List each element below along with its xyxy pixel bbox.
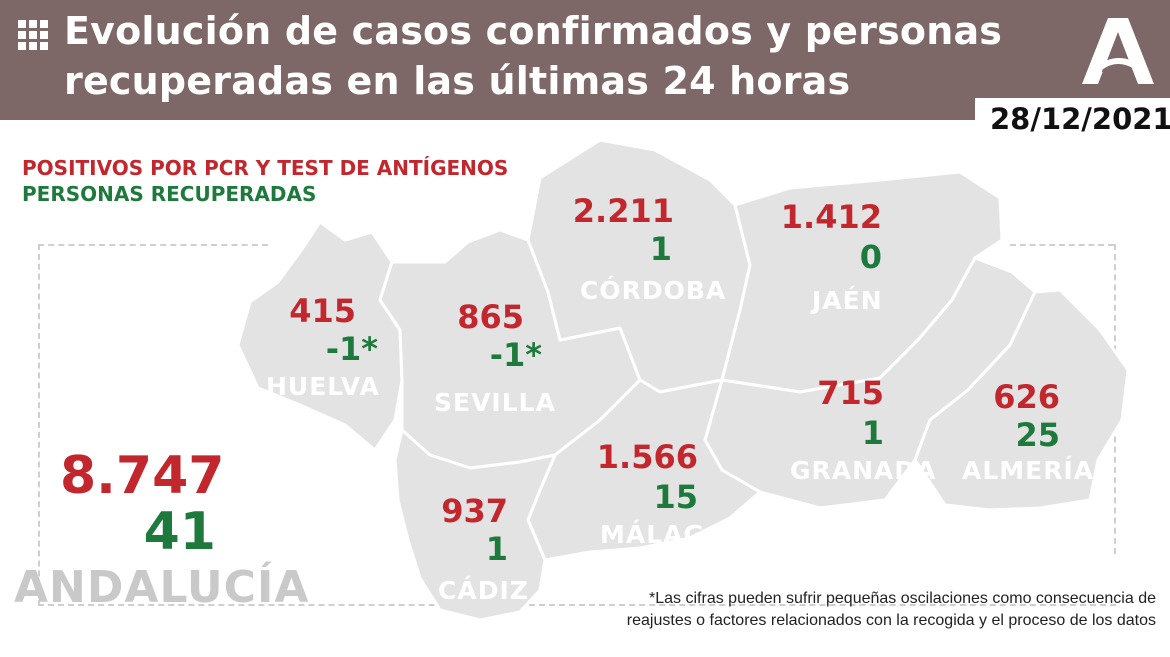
jaen-label: JAÉN xyxy=(812,286,883,315)
header-banner: Evolución de casos confirmados y persona… xyxy=(0,0,1170,120)
frame-top-dash xyxy=(38,244,268,246)
province-huelva-shape xyxy=(236,220,404,452)
title-line-2: recuperadas en las últimas 24 horas xyxy=(64,59,851,103)
sevilla-label: SEVILLA xyxy=(434,388,556,417)
andalucia-label: ANDALUCÍA xyxy=(14,562,310,613)
granada-recovered: 1 xyxy=(861,414,884,452)
province-almeria-shape xyxy=(913,288,1130,512)
sevilla-positives: 865 xyxy=(457,298,524,336)
almeria-positives: 626 xyxy=(993,378,1060,416)
huelva-positives: 415 xyxy=(289,292,356,330)
sevilla-recovered: -1* xyxy=(489,336,542,374)
legend-recovered: PERSONAS RECUPERADAS xyxy=(22,182,317,206)
page-title: Evolución de casos confirmados y persona… xyxy=(64,6,1024,106)
malaga-positives: 1.566 xyxy=(596,438,698,476)
report-date: 28/12/2021 xyxy=(990,102,1170,136)
title-line-1: Evolución de casos confirmados y persona… xyxy=(64,9,1003,53)
malaga-recovered: 15 xyxy=(653,478,698,516)
cadiz-label: CÁDIZ xyxy=(438,576,529,605)
granada-label: GRANADA xyxy=(790,456,937,485)
footnote: *Las cifras pueden sufrir pequeñas oscil… xyxy=(560,588,1156,632)
date-tab xyxy=(975,98,1170,142)
huelva-recovered: -1* xyxy=(325,330,378,368)
andalucia-recovered: 41 xyxy=(143,502,216,562)
cordoba-label: CÓRDOBA xyxy=(580,276,727,305)
almeria-label: ALMERÍA xyxy=(962,456,1095,485)
cadiz-recovered: 1 xyxy=(485,530,508,568)
granada-positives: 715 xyxy=(817,374,884,412)
almeria-recovered: 25 xyxy=(1015,416,1060,454)
andalucia-positives: 8.747 xyxy=(60,446,225,506)
province-cadiz-shape xyxy=(393,428,557,622)
footnote-line-1: *Las cifras pueden sufrir pequeñas oscil… xyxy=(649,590,1156,607)
footnote-line-2: reajustes o factores relacionados con la… xyxy=(626,612,1156,629)
legend-positives: POSITIVOS POR PCR Y TEST DE ANTÍGENOS xyxy=(22,156,509,180)
junta-andalucia-logo-icon xyxy=(1082,18,1154,84)
cordoba-recovered: 1 xyxy=(649,230,672,268)
malaga-label: MÁLAGA xyxy=(600,520,726,549)
frame-top-dash-right xyxy=(1010,244,1114,246)
huelva-label: HUELVA xyxy=(266,372,380,401)
jaen-positives: 1.412 xyxy=(780,198,882,236)
andalucia-frame xyxy=(38,244,1116,606)
jaen-recovered: 0 xyxy=(859,238,882,276)
grid-icon xyxy=(18,20,48,50)
cadiz-positives: 937 xyxy=(441,492,508,530)
cordoba-positives: 2.211 xyxy=(572,192,674,230)
